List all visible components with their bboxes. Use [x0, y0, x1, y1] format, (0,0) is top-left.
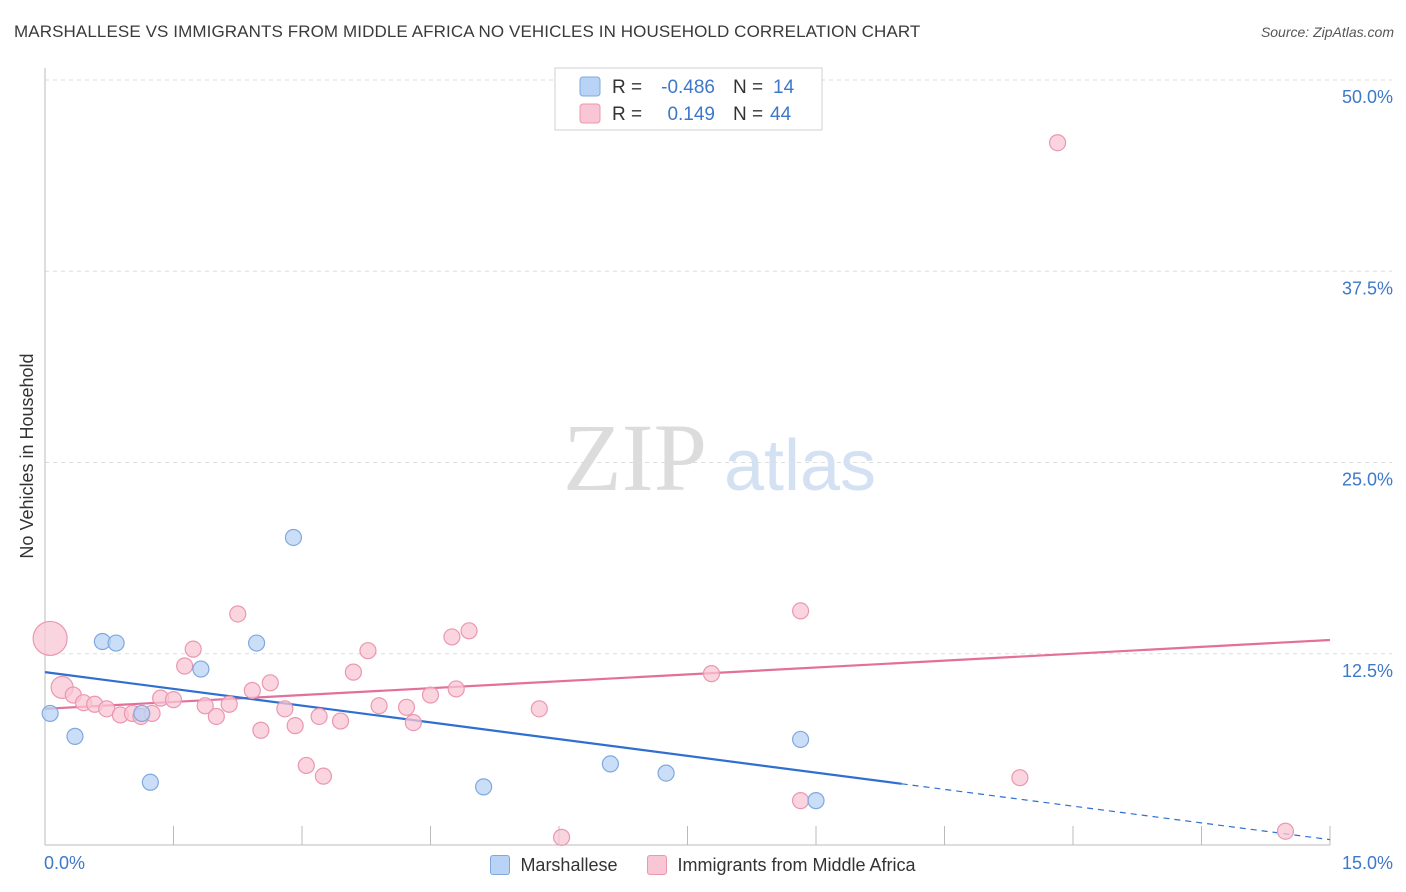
- point-marshallese-3: [107, 634, 125, 652]
- legend-swatch-blue: [490, 855, 511, 875]
- x-tick-label-1: 15.0%: [1342, 853, 1393, 873]
- legend-swatch-immigrants: [579, 103, 601, 124]
- point-marshallese-11: [657, 764, 675, 782]
- point-immigrants-21: [276, 700, 294, 718]
- point-immigrants-32: [421, 686, 440, 704]
- y-tick-label-1: 25.0%: [1342, 470, 1393, 490]
- point-immigrants-26: [331, 712, 350, 730]
- legend-n-value-2: 44: [770, 104, 792, 125]
- point-immigrants-16: [220, 695, 238, 713]
- legend-n-label-1: N =: [733, 77, 763, 98]
- point-immigrants-29: [370, 697, 388, 715]
- watermark-zip: ZIP: [563, 404, 707, 511]
- chart-title: MARSHALLESE VS IMMIGRANTS FROM MIDDLE AF…: [14, 22, 921, 41]
- trend-line-immigrants: [44, 638, 1331, 710]
- point-marshallese-5: [141, 773, 159, 791]
- legend-r-label-1: R =: [612, 77, 642, 98]
- legend-r-value-2: 0.149: [667, 104, 715, 125]
- point-marshallese-6: [192, 660, 210, 678]
- point-immigrants-39: [791, 602, 810, 620]
- point-immigrants-19: [252, 721, 270, 739]
- y-tick-label-2: 37.5%: [1342, 278, 1393, 298]
- legend-swatch-pink: [647, 855, 668, 875]
- point-immigrants-11: [164, 691, 183, 709]
- point-marshallese-12: [791, 730, 810, 749]
- x-tick-label-0: 0.0%: [44, 853, 85, 873]
- point-immigrants-41: [1011, 769, 1029, 787]
- legend-swatch-marshallese: [579, 76, 601, 97]
- point-immigrants-36: [530, 700, 548, 718]
- x-tick-labels: 0.0% 15.0%: [44, 853, 1393, 873]
- legend-r-value-1: -0.486: [661, 77, 715, 98]
- point-immigrants-35: [460, 622, 478, 640]
- point-immigrants-37: [552, 828, 571, 846]
- bottom-legend: Marshallese Immigrants from Middle Afric…: [0, 852, 1406, 878]
- point-immigrants-22: [286, 717, 304, 735]
- point-marshallese-13: [807, 792, 825, 810]
- gridlines: [45, 79, 1392, 655]
- point-marshallese-0: [41, 704, 59, 723]
- watermark-atlas: atlas: [724, 426, 876, 506]
- correlation-legend: R = -0.486 N = 14 R = 0.149 N = 44: [554, 67, 823, 131]
- legend-n-label-2: N =: [733, 104, 763, 125]
- legend-item-marshallese: Marshallese: [490, 855, 617, 876]
- point-marshallese-7: [247, 634, 266, 652]
- point-immigrants-24: [310, 707, 328, 726]
- point-marshallese-8: [284, 528, 303, 547]
- point-immigrants-25: [314, 767, 333, 785]
- point-immigrants-20: [261, 674, 279, 692]
- point-immigrants-15: [207, 707, 225, 726]
- point-immigrants-27: [344, 663, 362, 681]
- point-immigrants-33: [443, 628, 461, 646]
- point-marshallese-9: [475, 778, 493, 796]
- legend-r-label-2: R =: [612, 104, 642, 125]
- point-immigrants-18: [243, 681, 261, 700]
- source-credit: Source: ZipAtlas.com: [1260, 24, 1394, 40]
- point-immigrants-34: [447, 680, 465, 698]
- legend-label-marshallese: Marshallese: [520, 854, 618, 875]
- trend-line-marshallese: [44, 671, 902, 785]
- point-marshallese-4: [133, 704, 151, 723]
- point-immigrants-13: [184, 640, 202, 658]
- data-points: [32, 134, 1295, 846]
- point-immigrants-43: [1276, 822, 1295, 840]
- legend-item-immigrants: Immigrants from Middle Africa: [647, 854, 916, 876]
- point-immigrants-28: [359, 642, 377, 660]
- point-immigrants-14: [196, 697, 214, 715]
- point-immigrants-23: [297, 756, 315, 775]
- point-immigrants-31: [404, 713, 422, 732]
- point-immigrants-17: [229, 605, 247, 623]
- trend-lines: [44, 638, 1331, 841]
- point-immigrants-40: [791, 792, 810, 810]
- point-immigrants-0: [32, 620, 68, 657]
- trend-line-marshallese-extension: [901, 783, 1331, 841]
- point-immigrants-30: [397, 698, 416, 716]
- point-marshallese-1: [66, 727, 84, 745]
- point-marshallese-10: [601, 755, 620, 773]
- y-axis-label: No Vehicles in Household: [17, 353, 37, 558]
- legend-label-immigrants: Immigrants from Middle Africa: [677, 854, 916, 875]
- point-immigrants-38: [702, 665, 721, 683]
- legend-n-value-1: 14: [773, 77, 795, 98]
- y-tick-label-0: 12.5%: [1342, 661, 1393, 681]
- point-immigrants-12: [176, 657, 194, 675]
- point-immigrants-42: [1048, 134, 1067, 152]
- y-tick-labels: 12.5% 25.0% 37.5% 50.0%: [1342, 87, 1393, 681]
- y-tick-label-3: 50.0%: [1342, 87, 1393, 107]
